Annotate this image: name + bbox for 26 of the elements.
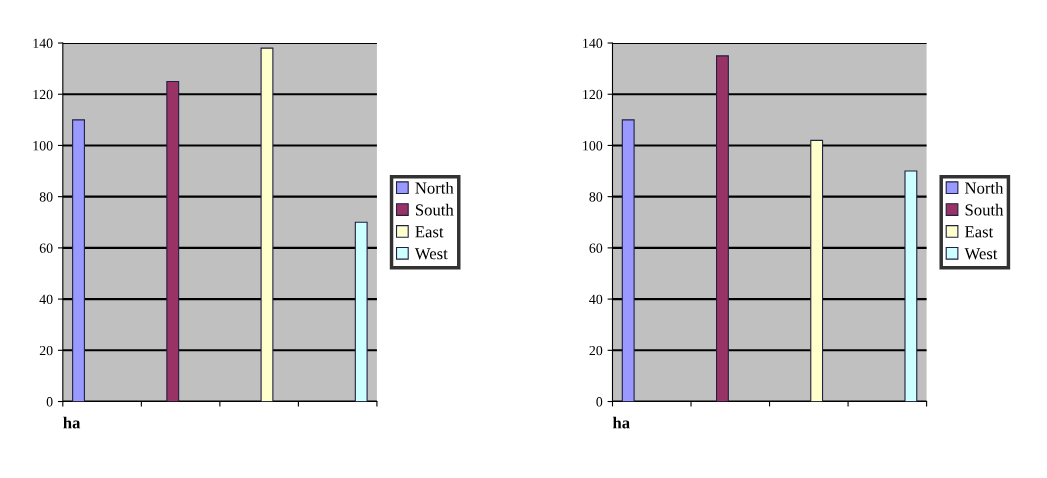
y-tick-label: 120 (583, 89, 603, 100)
y-tick-label: 40 (589, 294, 603, 305)
y-tick-label: 40 (39, 294, 53, 305)
y-tick-label: 120 (33, 89, 53, 100)
y-tick-label: 60 (39, 243, 53, 253)
y-tick-label: 0 (46, 397, 53, 407)
y-tick-label: 140 (33, 38, 53, 48)
x-axis-title: ha (612, 416, 630, 429)
legend-label: North (415, 181, 454, 194)
legend-label: South (415, 203, 454, 216)
y-tick-label: 140 (583, 38, 603, 48)
legend-label: West (414, 248, 448, 260)
y-tick-label: 60 (589, 243, 603, 253)
y-tick-label: 100 (33, 141, 53, 151)
y-tick-label: 80 (589, 192, 603, 202)
y-tick-label: 20 (589, 345, 603, 356)
legend-label: South (965, 203, 1004, 216)
legend-label: West (964, 248, 998, 260)
y-tick-label: 100 (583, 141, 603, 151)
legend-label: East (415, 226, 444, 238)
y-tick-label: 0 (596, 397, 603, 407)
x-axis-title: ha (63, 416, 81, 429)
legend-label: East (965, 226, 994, 238)
y-tick-label: 80 (39, 192, 53, 202)
y-tick-label: 20 (39, 345, 53, 356)
legend-label: North (965, 181, 1004, 194)
